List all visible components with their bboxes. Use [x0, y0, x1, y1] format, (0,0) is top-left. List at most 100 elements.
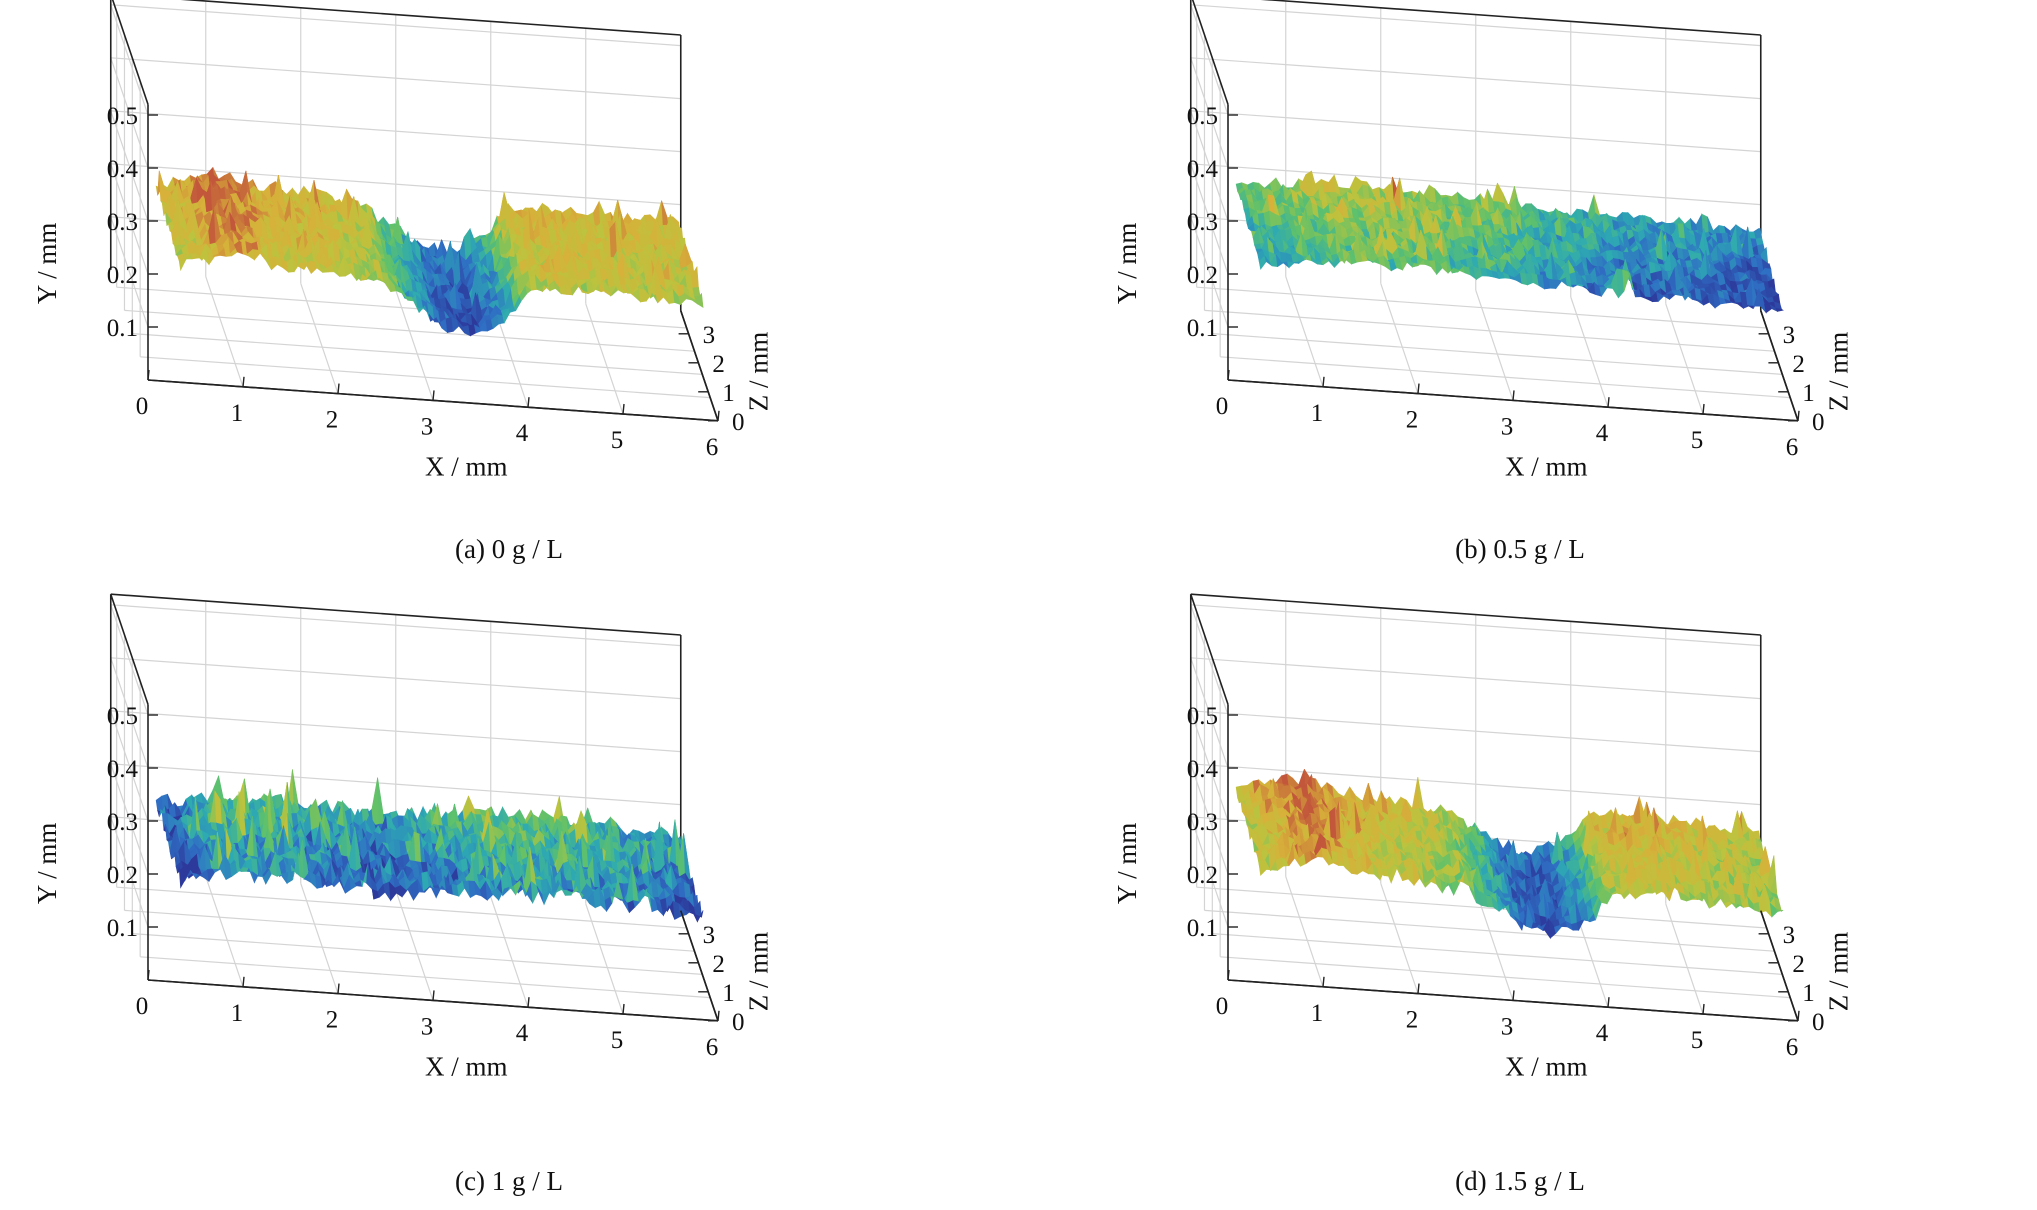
x-tick-label: 6	[706, 434, 719, 461]
z-tick-label: 1	[722, 980, 735, 1007]
axis-line	[1191, 0, 1229, 105]
y-tick-label: 0.2	[1187, 262, 1218, 289]
z-tick-label: 1	[1802, 380, 1815, 407]
axis-line	[1190, 593, 1229, 705]
x-tick	[432, 390, 435, 401]
grid-line	[110, 163, 681, 206]
x-tick	[1512, 390, 1515, 401]
x-tick-label: 2	[326, 407, 339, 434]
x-tick-label: 5	[611, 1027, 624, 1054]
y-tick-label: 0.2	[107, 862, 138, 889]
x-tick-label: 4	[516, 420, 529, 447]
grid-line	[1285, 876, 1324, 987]
axis-line	[1190, 593, 1761, 636]
y-tick-label: 0.3	[1187, 209, 1218, 236]
y-tick-label: 0.4	[1187, 156, 1219, 183]
x-axis-label: X / mm	[425, 1052, 508, 1082]
z-axis-line	[680, 910, 719, 1022]
y-tick-label: 0.5	[107, 103, 138, 130]
x-tick	[337, 383, 340, 394]
z-axis-line	[1760, 310, 1799, 422]
surface-patch	[207, 868, 216, 883]
grid-line	[205, 276, 244, 387]
y-tick-label: 0.4	[107, 756, 139, 783]
grid-line	[1285, 276, 1324, 387]
grid-line	[1190, 710, 1761, 753]
x-tick-label: 3	[421, 1013, 434, 1040]
y-tick-label: 0.1	[107, 915, 138, 942]
x-tick	[242, 376, 245, 387]
grid-line	[300, 883, 339, 994]
grid-line	[1570, 296, 1609, 408]
grid-line	[1665, 303, 1704, 415]
z-axis-line	[680, 310, 719, 422]
panel-d: 0 1 2 3 4 5 6 0.1 0.2 0.3 0.4 0.5 0 1 2 3 X / mm Y / mm Z …	[1080, 593, 2037, 1205]
caption-c: (c) 1 g / L	[455, 1166, 563, 1196]
grid-line	[395, 890, 434, 1001]
x-axis-label: X / mm	[425, 452, 508, 482]
z-tick-label: 0	[732, 409, 745, 436]
grid-line	[1475, 290, 1514, 401]
panel-b: 0 1 2 3 4 5 6 0.1 0.2 0.3 0.4 0.5 0 1 2 3 X / mm Y / mm Z …	[1080, 0, 2037, 605]
x-tick	[337, 983, 340, 994]
x-tick-label: 1	[1311, 400, 1324, 427]
grid-line	[1190, 657, 1761, 700]
x-axis-label: X / mm	[1505, 452, 1588, 482]
y-tick-label: 0.1	[107, 315, 138, 342]
x-tick-label: 5	[611, 427, 624, 454]
panel-c: 0 1 2 3 4 5 6 0.1 0.2 0.3 0.4 0.5 0 1 2 3 X / mm Y / mm Z …	[0, 593, 1018, 1205]
surface-patch	[212, 868, 221, 873]
x-tick-label: 2	[326, 1007, 339, 1034]
axis-line	[110, 593, 149, 705]
x-tick	[622, 403, 625, 415]
z-tick-label: 3	[1783, 322, 1796, 349]
x-tick	[1797, 410, 1800, 421]
y-axis-label: Y / mm	[1112, 223, 1142, 305]
x-tick-label: 6	[706, 1034, 719, 1061]
x-tick	[147, 969, 150, 981]
axis-line	[111, 0, 149, 105]
z-axis-label: Z / mm	[743, 932, 773, 1012]
y-axis-label: Y / mm	[32, 223, 62, 305]
grid-line	[1190, 163, 1761, 206]
axis-line	[110, 593, 681, 636]
grid-line	[1380, 283, 1419, 394]
x-tick	[242, 976, 245, 987]
x-tick	[147, 369, 150, 381]
x-tick-label: 3	[421, 413, 434, 440]
grid-line	[1665, 903, 1704, 1015]
z-axis-label: Z / mm	[1823, 332, 1853, 412]
z-tick-label: 0	[1812, 409, 1825, 436]
grid-line	[1190, 4, 1761, 47]
grid-line	[205, 876, 244, 987]
axis-line	[180, 0, 681, 36]
x-tick	[1417, 383, 1420, 394]
x-tick	[717, 1010, 720, 1021]
x-tick	[1227, 369, 1230, 381]
x-tick	[1322, 376, 1325, 387]
caption-b: (b) 0.5 g / L	[1455, 534, 1585, 564]
grid-line	[1190, 604, 1761, 647]
surface-patch	[1599, 286, 1608, 298]
grid-line	[300, 283, 339, 394]
x-tick	[622, 1003, 625, 1015]
x-tick	[527, 997, 530, 1008]
y-tick-label: 0.4	[107, 156, 139, 183]
grid-line	[585, 903, 624, 1015]
y-tick-label: 0.5	[1187, 103, 1218, 130]
grid-line	[1475, 890, 1514, 1001]
x-tick-label: 3	[1501, 413, 1514, 440]
grid-line	[110, 763, 681, 806]
surface-patch	[1667, 293, 1676, 300]
x-tick	[717, 410, 720, 421]
surface-patch	[661, 826, 670, 836]
x-tick-label: 6	[1786, 434, 1799, 461]
x-tick-label: 0	[136, 393, 149, 420]
surface	[1235, 170, 1784, 314]
